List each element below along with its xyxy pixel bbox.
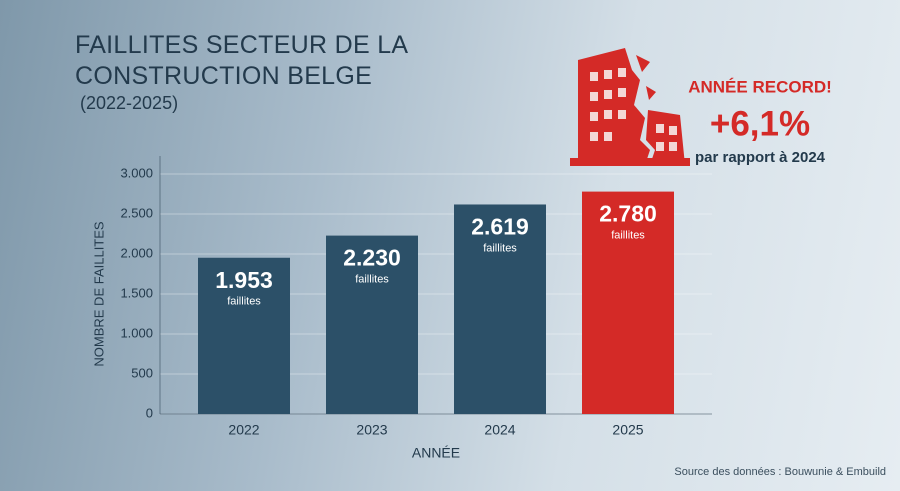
annotation-comparison: par rapport à 2024 (695, 149, 826, 166)
bar (198, 257, 290, 414)
y-tick-label: 1.500 (120, 285, 153, 300)
y-tick-label: 2.000 (120, 245, 153, 260)
x-tick-label: 2022 (228, 422, 259, 438)
y-axis-label: NOMBRE DE FAILLITES (91, 221, 106, 367)
bar-unit-label: faillites (227, 296, 261, 308)
x-tick-label: 2024 (484, 422, 515, 438)
bar (326, 235, 418, 414)
bar-unit-label: faillites (483, 242, 517, 254)
y-tick-label: 500 (131, 365, 153, 380)
value-label: 2.780 (599, 201, 657, 227)
bar-unit-label: faillites (355, 274, 389, 286)
bar-unit-label: faillites (611, 230, 645, 242)
source: Source des données : Bouwunie & Embuild (674, 466, 886, 478)
annotation-headline: ANNÉE RECORD! (688, 77, 832, 96)
x-tick-label: 2025 (612, 422, 643, 438)
annotation-change: +6,1% (710, 104, 810, 143)
x-tick-label: 2023 (356, 422, 387, 438)
y-tick-label: 0 (146, 405, 153, 420)
value-label: 2.230 (343, 245, 401, 271)
bar (582, 191, 674, 414)
y-tick-label: 3.000 (120, 165, 153, 180)
y-tick-label: 1.000 (120, 325, 153, 340)
subtitle: (2022-2025) (80, 93, 178, 113)
chart-title: FAILLITES SECTEUR DE LA CONSTRUCTION BEL… (75, 31, 408, 90)
bar (454, 204, 546, 414)
value-label: 2.619 (471, 214, 529, 240)
y-tick-label: 2.500 (120, 205, 153, 220)
building-icon (570, 48, 690, 166)
value-label: 1.953 (215, 267, 273, 293)
x-axis-label: ANNÉE (412, 445, 460, 461)
